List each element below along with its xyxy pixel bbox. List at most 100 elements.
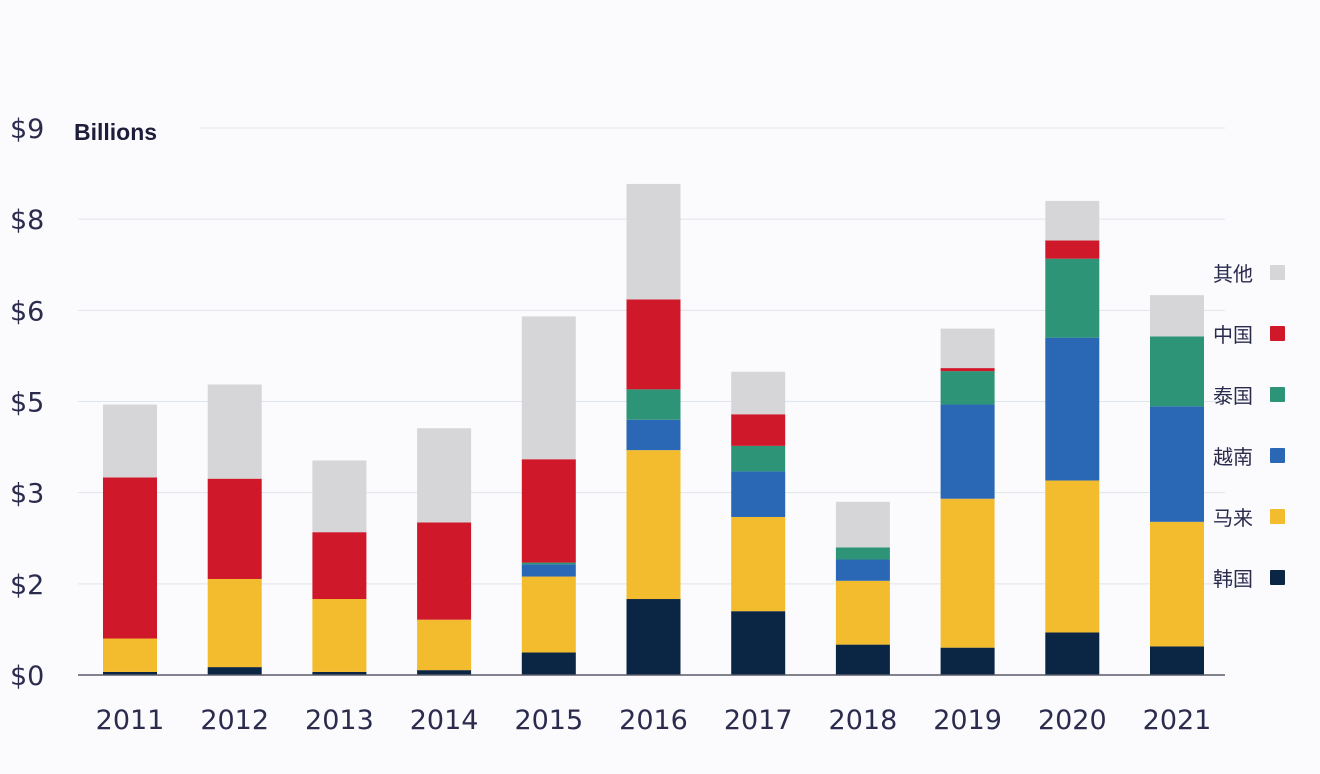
bar-segment bbox=[1150, 406, 1204, 522]
bar-segment bbox=[940, 498, 995, 648]
bar-stack-2011 bbox=[103, 404, 157, 675]
bar-stack-2015 bbox=[521, 316, 576, 675]
bar-segment bbox=[521, 576, 576, 653]
bar-segment bbox=[103, 638, 157, 672]
bar-segment bbox=[835, 644, 890, 675]
legend-item: 其他 bbox=[1213, 262, 1285, 286]
bar-segment bbox=[1045, 258, 1100, 338]
bar-segment bbox=[521, 562, 576, 565]
legend-item: 马来 bbox=[1213, 506, 1285, 530]
legend-label: 马来 bbox=[1213, 506, 1253, 530]
legend-label: 其他 bbox=[1213, 262, 1253, 286]
bar-stack-2012 bbox=[207, 384, 262, 675]
bar-segment bbox=[835, 559, 890, 581]
y-tick-label: $9 bbox=[10, 114, 44, 145]
bar-segment bbox=[521, 564, 576, 577]
legend-label: 韩国 bbox=[1213, 567, 1253, 591]
bar-segment bbox=[1045, 480, 1100, 633]
legend-swatch bbox=[1270, 387, 1285, 402]
bar-segment bbox=[626, 419, 681, 451]
unit-label: Billions bbox=[74, 119, 157, 145]
y-axis-ticks: $0 $2 $3 $5 $6 $8 $9 bbox=[10, 114, 44, 692]
x-tick-label: 2021 bbox=[1143, 705, 1212, 736]
bar-segment bbox=[312, 532, 367, 600]
bar-segment bbox=[417, 619, 472, 671]
bar-segment bbox=[940, 647, 995, 675]
bar-segment bbox=[1150, 646, 1204, 675]
bar-segment bbox=[417, 428, 472, 523]
bar-stack-2021 bbox=[1150, 295, 1204, 675]
bar-stack-2018 bbox=[835, 501, 890, 675]
bar-segment bbox=[312, 671, 367, 675]
bar-segment bbox=[1150, 295, 1204, 337]
bar-segment bbox=[207, 578, 262, 668]
legend-swatch bbox=[1270, 570, 1285, 585]
y-tick-label: $8 bbox=[10, 205, 44, 236]
bar-stack-2019 bbox=[940, 328, 995, 675]
bar-segment bbox=[1045, 200, 1100, 241]
legend-swatch bbox=[1270, 509, 1285, 524]
legend-item: 越南 bbox=[1213, 445, 1285, 469]
x-tick-label: 2018 bbox=[829, 705, 898, 736]
y-tick-label: $2 bbox=[10, 570, 44, 601]
bar-segment bbox=[417, 670, 472, 675]
x-tick-label: 2011 bbox=[96, 705, 165, 736]
bar-segment bbox=[835, 547, 890, 560]
bar-segment bbox=[731, 414, 786, 446]
bar-segment bbox=[626, 183, 681, 300]
bar-segment bbox=[626, 450, 681, 600]
bar-segment bbox=[312, 460, 367, 533]
bar-stack-2020 bbox=[1045, 200, 1100, 675]
bar-segment bbox=[940, 371, 995, 405]
legend-item: 韩国 bbox=[1213, 567, 1285, 591]
bar-segment bbox=[103, 477, 157, 639]
bar-segment bbox=[207, 667, 262, 675]
y-tick-label: $3 bbox=[10, 479, 44, 510]
x-tick-label: 2017 bbox=[724, 705, 793, 736]
legend-swatch bbox=[1270, 448, 1285, 463]
bar-segment bbox=[626, 389, 681, 420]
legend-item: 中国 bbox=[1213, 323, 1285, 347]
bar-segment bbox=[940, 328, 995, 369]
bar-segment bbox=[1045, 337, 1100, 481]
legend-swatch bbox=[1270, 326, 1285, 341]
bar-segment bbox=[312, 599, 367, 672]
y-tick-label: $5 bbox=[10, 388, 44, 419]
bar-stack-2017 bbox=[731, 371, 786, 675]
bar-stack-2014 bbox=[417, 428, 472, 675]
legend-item: 泰国 bbox=[1213, 384, 1285, 408]
x-tick-label: 2013 bbox=[305, 705, 374, 736]
bars bbox=[103, 183, 1204, 675]
legend-label: 越南 bbox=[1213, 445, 1253, 469]
bar-segment bbox=[731, 445, 786, 472]
bar-segment bbox=[103, 671, 157, 675]
bar-segment bbox=[521, 652, 576, 675]
bar-segment bbox=[417, 522, 472, 620]
bar-segment bbox=[940, 368, 995, 372]
bar-segment bbox=[521, 316, 576, 460]
bar-segment bbox=[207, 478, 262, 579]
x-tick-label: 2020 bbox=[1038, 705, 1107, 736]
bar-stack-2016 bbox=[626, 183, 681, 675]
bar-segment bbox=[731, 471, 786, 517]
x-tick-label: 2015 bbox=[514, 705, 583, 736]
x-tick-label: 2019 bbox=[933, 705, 1002, 736]
bar-segment bbox=[835, 501, 890, 548]
x-tick-label: 2014 bbox=[410, 705, 479, 736]
bar-segment bbox=[103, 404, 157, 478]
bar-segment bbox=[626, 299, 681, 390]
bar-segment bbox=[521, 459, 576, 563]
bar-segment bbox=[1045, 240, 1100, 259]
bar-segment bbox=[1045, 632, 1100, 675]
x-tick-label: 2016 bbox=[619, 705, 688, 736]
bar-segment bbox=[835, 580, 890, 645]
legend-label: 泰国 bbox=[1213, 384, 1253, 408]
bar-segment bbox=[1150, 521, 1204, 647]
x-axis-ticks: 2011 2012 2013 2014 2015 2016 2017 2018 2019 2020… bbox=[96, 705, 1212, 736]
y-tick-label: $6 bbox=[10, 296, 44, 327]
x-tick-label: 2012 bbox=[200, 705, 269, 736]
bar-segment bbox=[940, 404, 995, 499]
bar-stack-2013 bbox=[312, 460, 367, 675]
